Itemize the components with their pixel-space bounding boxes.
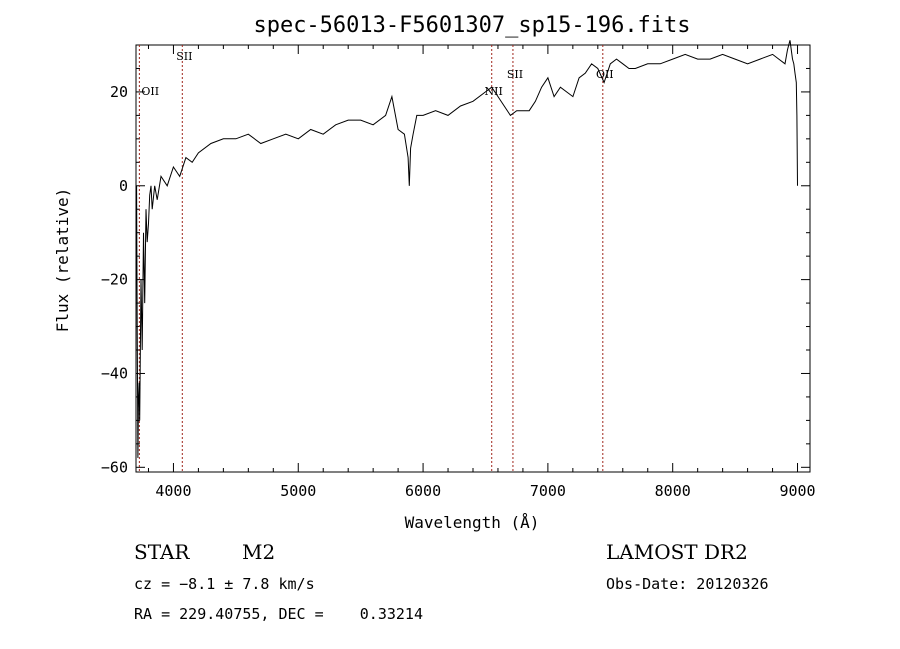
x-tick-label: 7000 — [530, 482, 566, 500]
survey-label: LAMOST DR2 — [606, 540, 748, 564]
marker-label: NII — [485, 85, 503, 98]
plot-frame — [135, 44, 811, 473]
x-tick-label: 8000 — [655, 482, 691, 500]
object-class: STAR — [134, 540, 190, 564]
x-tick-label: 4000 — [155, 482, 191, 500]
x-tick-label: 6000 — [405, 482, 441, 500]
marker-label: SII — [176, 50, 192, 63]
marker-label: OII — [596, 68, 614, 81]
object-subclass: M2 — [242, 540, 275, 564]
y-tick-label: −60 — [101, 458, 128, 476]
x-tick-label: 5000 — [280, 482, 316, 500]
x-tick-label: 9000 — [779, 482, 815, 500]
chart-title: spec-56013-F5601307_sp15-196.fits — [253, 13, 690, 38]
coords-value: RA = 229.40755, DEC = 0.33214 — [134, 605, 423, 623]
marker-label: SII — [507, 68, 523, 81]
y-tick-label: 20 — [110, 83, 128, 101]
y-tick-label: −20 — [101, 271, 128, 289]
line-markers: OII SII NII SII OII — [138, 45, 614, 472]
y-axis-label: Flux (relative) — [53, 188, 72, 333]
marker-label: OII — [141, 85, 159, 98]
cz-value: cz = −8.1 ± 7.8 km/s — [134, 575, 315, 593]
y-tick-label: −40 — [101, 364, 128, 382]
x-axis: 4000 5000 6000 7000 8000 9000 — [147, 45, 816, 500]
x-axis-label: Wavelength (Å) — [405, 513, 540, 532]
obs-date: Obs-Date: 20120326 — [606, 575, 769, 593]
spectrum-line — [136, 40, 798, 458]
y-tick-label: 0 — [119, 177, 128, 195]
y-axis: −60 −40 −20 0 20 — [101, 44, 810, 476]
